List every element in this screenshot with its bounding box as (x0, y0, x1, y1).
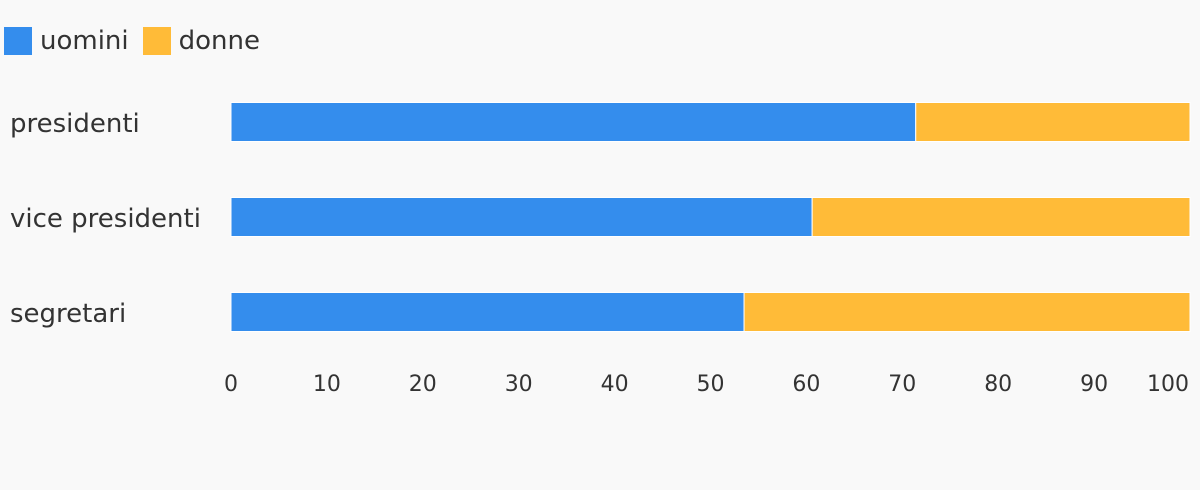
x-tick-label-60: 60 (792, 372, 820, 397)
x-tick-label-30: 30 (505, 372, 533, 397)
bar-donne-presidenti (915, 102, 1191, 142)
legend-item-uomini: uomini (4, 24, 129, 58)
legend-label-uomini: uomini (40, 26, 129, 56)
x-tick-label-0: 0 (224, 372, 238, 397)
category-label-presidenti: presidenti (10, 109, 140, 139)
bar-uomini-segretari (230, 292, 745, 332)
bar-uomini-presidenti (230, 102, 917, 142)
category-label-vice-presidenti: vice presidenti (10, 204, 201, 234)
bar-uomini-vice-presidenti (230, 197, 813, 237)
x-tick-label-80: 80 (984, 372, 1012, 397)
x-tick-label-100: 100 (1147, 372, 1189, 397)
legend-swatch-donne (142, 27, 171, 55)
bar-donne-vice-presidenti (811, 197, 1191, 237)
legend-label-donne: donne (178, 26, 261, 56)
bar-donne-segretari (743, 292, 1191, 332)
x-tick-label-40: 40 (601, 372, 629, 397)
x-tick-label-20: 20 (409, 372, 437, 397)
x-tick-label-50: 50 (697, 372, 725, 397)
x-tick-label-70: 70 (888, 372, 916, 397)
x-tick-label-10: 10 (313, 372, 341, 397)
legend-item-donne: donne (142, 24, 261, 58)
category-label-segretari: segretari (10, 299, 126, 329)
legend-swatch-uomini (4, 27, 32, 55)
x-tick-label-90: 90 (1080, 372, 1108, 397)
chart-legend: uomini donne (4, 24, 274, 58)
